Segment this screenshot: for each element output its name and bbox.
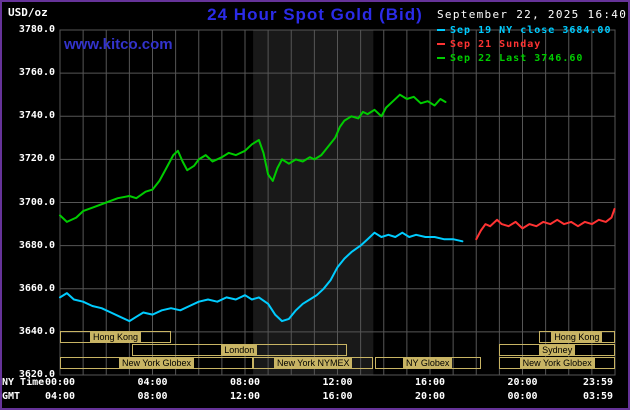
legend-item: Sep 21 Sunday [437, 37, 611, 51]
x-tick-label-gmt: 20:00 [414, 391, 446, 402]
y-tick-label: 3680.0 [18, 239, 55, 251]
legend-label: Sep 19 NY close 3684.00 [450, 24, 612, 36]
legend-item: Sep 22 Last 3746.60 [437, 51, 611, 65]
legend-dash-icon [437, 43, 445, 45]
legend-item: Sep 19 NY close 3684.00 [437, 23, 611, 37]
x-tick-label-ny: 04:00 [137, 377, 168, 388]
x-tick-label-ny: 12:00 [322, 377, 353, 388]
x-tick-label-ny: 00:00 [44, 377, 76, 388]
plot-border [59, 29, 616, 376]
ny-time-axis-label: NY Time [2, 377, 45, 388]
x-tick-label-ny: 16:00 [414, 377, 446, 388]
series-sep-21-sunday [475, 208, 616, 241]
x-tick-label-gmt: 12:00 [229, 391, 261, 402]
series-sep-22-last [59, 93, 447, 223]
y-tick-label: 3780.0 [18, 24, 55, 35]
x-tick-label-gmt: 04:00 [44, 391, 76, 402]
y-tick-label: 3740.0 [18, 110, 55, 122]
legend-dash-icon [437, 57, 445, 59]
x-tick-label-gmt: 03:59 [582, 391, 614, 402]
units-label: USD/oz [8, 6, 48, 19]
y-tick-label: 3700.0 [18, 196, 55, 208]
x-tick-label-ny: 08:00 [229, 377, 261, 388]
gmt-axis-label: GMT [2, 391, 21, 402]
x-tick-label-ny: 23:59 [582, 377, 614, 388]
datetime-label: September 22, 2025 16:40 [437, 8, 628, 21]
legend-label: Sep 21 Sunday [450, 38, 542, 50]
x-tick-label-gmt: 08:00 [137, 391, 168, 402]
legend-label: Sep 22 Last 3746.60 [450, 52, 584, 64]
kitco-link[interactable]: www.kitco.com [64, 36, 173, 53]
x-tick-label-gmt: 16:00 [322, 391, 353, 402]
series-sep-19-ny-close [59, 231, 464, 323]
legend-dash-icon [437, 29, 445, 31]
y-tick-label: 3660.0 [18, 282, 55, 294]
x-tick-label-gmt: 00:00 [507, 391, 538, 402]
y-tick-label: 3620.0 [18, 369, 55, 380]
y-tick-label: 3760.0 [18, 67, 55, 79]
y-tick-label: 3720.0 [18, 153, 55, 165]
x-tick-label-ny: 20:00 [507, 377, 538, 388]
y-tick-label: 3640.0 [18, 325, 55, 337]
legend: Sep 19 NY close 3684.00 Sep 21 Sunday Sep … [437, 23, 611, 65]
chart-title: 24 Hour Spot Gold (Bid) [207, 5, 423, 24]
